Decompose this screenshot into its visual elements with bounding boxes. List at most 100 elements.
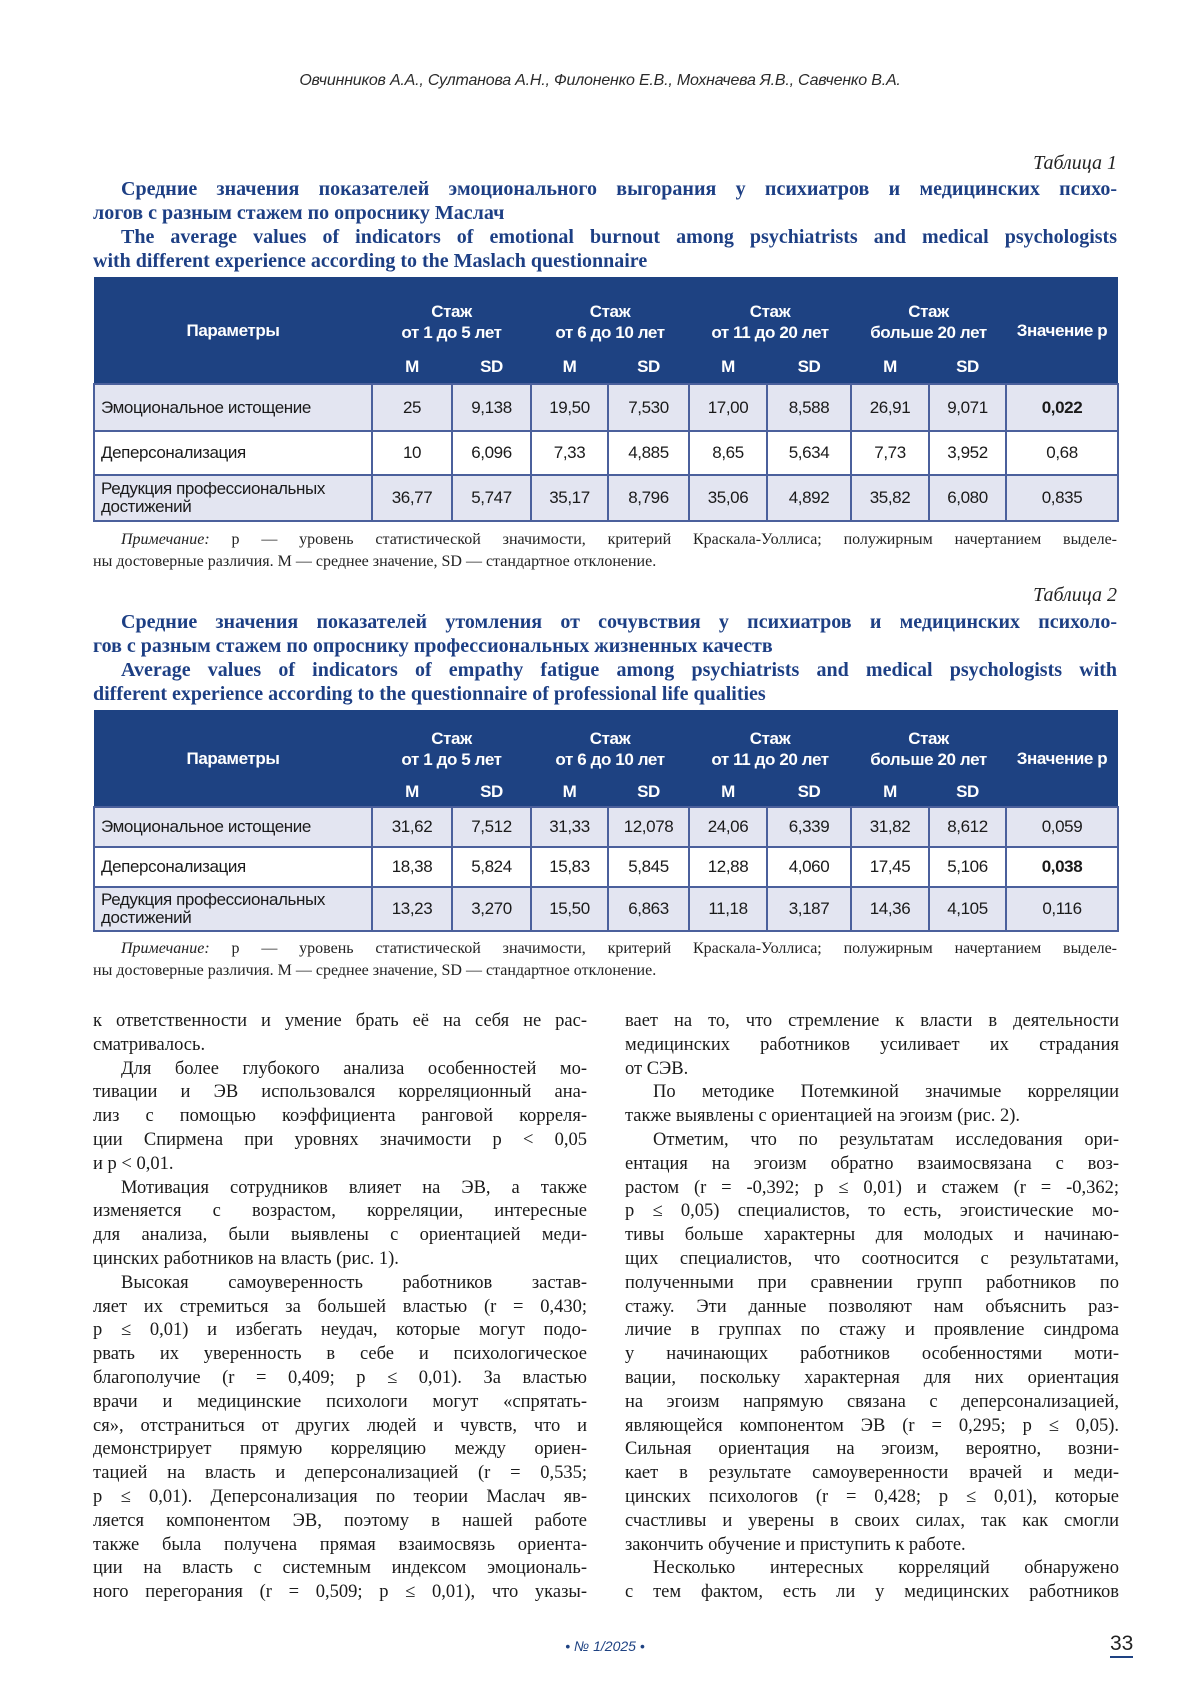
table-title-line: гов с разным стажем по опроснику професс… <box>93 634 1117 658</box>
cell-sd: 6,339 <box>767 807 851 847</box>
column-header-p-value: Значение p <box>1006 710 1118 807</box>
cell-sd: 7,530 <box>608 384 689 431</box>
group-label-line1: Стаж <box>851 301 1006 322</box>
table-row: Деперсонализация106,0967,334,8858,655,63… <box>94 431 1118 475</box>
group-label-line1: Стаж <box>372 728 531 749</box>
text-line: вации, поскольку характерная для них ори… <box>625 1367 1119 1391</box>
table-2: ПараметрыСтажот 1 до 5 летСтажот 6 до 10… <box>93 710 1119 932</box>
subheader-sd: SD <box>608 776 689 807</box>
subheader-m: M <box>531 349 608 384</box>
column-group-header: Стажот 6 до 10 лет <box>531 277 689 349</box>
cell-mean: 26,91 <box>851 384 929 431</box>
group-label-line1: Стаж <box>851 728 1006 749</box>
text-line: также была получена прямая взаимосвязь о… <box>93 1534 587 1558</box>
cell-sd: 3,952 <box>929 431 1006 475</box>
row-parameter: Редукция профессиональных достижений <box>94 887 372 931</box>
subheader-m: M <box>689 349 767 384</box>
text-line: от СЭВ. <box>625 1058 1119 1082</box>
cell-mean: 17,00 <box>689 384 767 431</box>
cell-mean: 31,82 <box>851 807 929 847</box>
text-line: тивы больше характерны для молодых и нач… <box>625 1224 1119 1248</box>
subheader-sd: SD <box>929 349 1006 384</box>
table-title-line: The average values of indicators of emot… <box>93 225 1117 249</box>
cell-p-value: 0,059 <box>1006 807 1118 847</box>
text-line: к ответственности и умение брать её на с… <box>93 1010 587 1034</box>
paragraph: Для более глубокого анализа особенностей… <box>93 1058 587 1177</box>
text-line: тивации и ЭВ использовался корреляционны… <box>93 1081 587 1105</box>
note-line: Примечание: p — уровень статистической з… <box>93 529 1117 551</box>
group-label-line2: от 11 до 20 лет <box>689 322 851 343</box>
cell-mean: 17,45 <box>851 847 929 887</box>
text-line: являющейся компонентом ЭВ (r = 0,295; p … <box>625 1415 1119 1439</box>
cell-mean: 36,77 <box>372 475 452 521</box>
note-label: Примечание: <box>121 940 210 957</box>
text-line: ного перегорания (r = 0,509; p ≤ 0,01), … <box>93 1581 587 1605</box>
cell-mean: 35,06 <box>689 475 767 521</box>
paragraph: Высокая самоуверенность работников заста… <box>93 1272 587 1605</box>
cell-sd: 6,863 <box>608 887 689 931</box>
paragraph: По методике Потемкиной значимые корреляц… <box>625 1081 1119 1129</box>
text-line: ентация на эгоизм обратно взаимосвязана … <box>625 1153 1119 1177</box>
text-line: Сильная ориентация на эгоизм, вероятно, … <box>625 1438 1119 1462</box>
text-line: медицинских работников усиливает их стра… <box>625 1034 1119 1058</box>
note-line: Примечание: p — уровень статистической з… <box>93 938 1117 960</box>
group-label-line1: Стаж <box>531 728 689 749</box>
table-1: ПараметрыСтажот 1 до 5 летСтажот 6 до 10… <box>93 277 1119 522</box>
cell-mean: 11,18 <box>689 887 767 931</box>
column-group-header: Стажот 11 до 20 лет <box>689 277 851 349</box>
column-group-header: Стажбольше 20 лет <box>851 710 1006 776</box>
note-label: Примечание: <box>121 531 210 548</box>
cell-sd: 4,892 <box>767 475 851 521</box>
text-line: Высокая самоуверенность работников заста… <box>93 1272 587 1296</box>
subheader-sd: SD <box>608 349 689 384</box>
column-group-header: Стажот 1 до 5 лет <box>372 710 531 776</box>
subheader-sd: SD <box>767 349 851 384</box>
text-line: щих специалистов, что соотносится с резу… <box>625 1248 1119 1272</box>
body-column-right: вает на то, что стремление к власти в де… <box>625 1010 1119 1605</box>
text-line: рвать их уверенность в себе и психологич… <box>93 1343 587 1367</box>
column-group-header: Стажот 6 до 10 лет <box>531 710 689 776</box>
group-label-line2: от 11 до 20 лет <box>689 749 851 770</box>
column-group-header: Стажот 1 до 5 лет <box>372 277 531 349</box>
cell-mean: 19,50 <box>531 384 608 431</box>
text-line: закончить обучение и приступить к работе… <box>625 1534 1119 1558</box>
subheader-sd: SD <box>452 349 531 384</box>
text-line: личие в группах по стажу и проявление си… <box>625 1319 1119 1343</box>
table-1-label: Таблица 1 <box>1033 152 1117 175</box>
cell-mean: 13,23 <box>372 887 452 931</box>
row-parameter: Деперсонализация <box>94 431 372 475</box>
paragraph: вает на то, что стремление к власти в де… <box>625 1010 1119 1081</box>
table-2-note: Примечание: p — уровень статистической з… <box>93 938 1117 982</box>
text-line: и p < 0,01. <box>93 1153 587 1177</box>
header-row: ПараметрыСтажот 1 до 5 летСтажот 6 до 10… <box>94 710 1118 776</box>
text-line: цинских психологов (r = 0,428; p ≤ 0,01)… <box>625 1486 1119 1510</box>
text-line: у начинающих работников особенностями мо… <box>625 1343 1119 1367</box>
cell-sd: 8,588 <box>767 384 851 431</box>
cell-p-value: 0,022 <box>1006 384 1118 431</box>
text-line: Для более глубокого анализа особенностей… <box>93 1058 587 1082</box>
cell-mean: 25 <box>372 384 452 431</box>
text-line: ции Спирмена при уровнях значимости p < … <box>93 1129 587 1153</box>
note-line: ны достоверные различия. M — среднее зна… <box>93 551 1117 573</box>
group-label-line1: Стаж <box>689 301 851 322</box>
cell-sd: 3,270 <box>452 887 531 931</box>
cell-sd: 4,105 <box>929 887 1006 931</box>
text-line: Несколько интересных корреляций обнаруже… <box>625 1557 1119 1581</box>
cell-mean: 14,36 <box>851 887 929 931</box>
text-line: стажу. Эти данные позволяют нам объяснит… <box>625 1296 1119 1320</box>
subheader-m: M <box>689 776 767 807</box>
paragraph: к ответственности и умение брать её на с… <box>93 1010 587 1058</box>
text-line: для анализа, были выявлены с ориентацией… <box>93 1224 587 1248</box>
cell-sd: 5,845 <box>608 847 689 887</box>
text-line: демонстрирует прямую корреляцию между ор… <box>93 1438 587 1462</box>
row-parameter: Редукция профессиональных достижений <box>94 475 372 521</box>
text-line: вает на то, что стремление к власти в де… <box>625 1010 1119 1034</box>
subheader-m: M <box>372 776 452 807</box>
subheader-sd: SD <box>929 776 1006 807</box>
paragraph: Несколько интересных корреляций обнаруже… <box>625 1557 1119 1605</box>
table-2-title: Средние значения показателей утомления о… <box>93 610 1117 706</box>
table-1-title: Средние значения показателей эмоциональн… <box>93 177 1117 273</box>
cell-sd: 3,187 <box>767 887 851 931</box>
text-line: изменяется с возрастом, корреляции, инте… <box>93 1200 587 1224</box>
cell-sd: 4,060 <box>767 847 851 887</box>
